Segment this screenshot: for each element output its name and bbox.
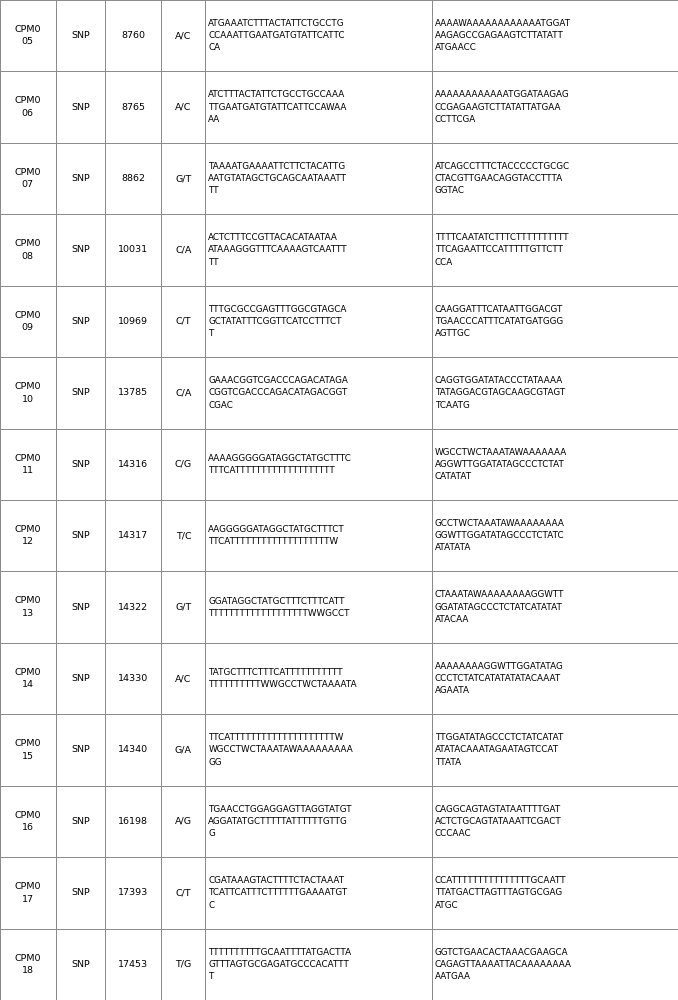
Text: 10969: 10969: [118, 317, 148, 326]
Text: C/A: C/A: [175, 388, 192, 397]
Text: 13785: 13785: [118, 388, 148, 397]
Text: CPM0
07: CPM0 07: [14, 168, 41, 189]
Text: 14330: 14330: [118, 674, 148, 683]
Text: 8760: 8760: [121, 31, 145, 40]
Text: CPM0
18: CPM0 18: [14, 954, 41, 975]
Text: SNP: SNP: [71, 388, 89, 397]
Text: 17453: 17453: [118, 960, 148, 969]
Text: CAGGTGGATATACCCTATAAAA
TATAGGACGTAGCAAGCGTAGT
TCAATG: CAGGTGGATATACCCTATAAAA TATAGGACGTAGCAAGC…: [435, 376, 565, 410]
Text: AAAAWAAAAAAAAAAAATGGAT
AAGAGCCGAGAAGTCTTATATT
ATGAACC: AAAAWAAAAAAAAAAAATGGAT AAGAGCCGAGAAGTCTT…: [435, 19, 571, 52]
Text: SNP: SNP: [71, 245, 89, 254]
Text: SNP: SNP: [71, 103, 89, 112]
Text: SNP: SNP: [71, 674, 89, 683]
Text: AAAAGGGGGATAGGCTATGCTTTC
TTTCATTTTTTTTTTTTTTTTTTT: AAAAGGGGGATAGGCTATGCTTTC TTTCATTTTTTTTTT…: [208, 454, 353, 475]
Text: TAAAATGAAAATTCTTCTACATTG
AATGTATAGCTGCAGCAATAAATT
TT: TAAAATGAAAATTCTTCTACATTG AATGTATAGCTGCAG…: [208, 162, 347, 195]
Text: SNP: SNP: [71, 746, 89, 755]
Text: SNP: SNP: [71, 531, 89, 540]
Text: WGCCTWCTAAATAWAAAAAAA
AGGWTTGGATATAGCCCTCTAT
CATATAT: WGCCTWCTAAATAWAAAAAAA AGGWTTGGATATAGCCCT…: [435, 448, 567, 481]
Text: TTTTTTTTTTGCAATTTTATGACTTA
GTTTAGTGCGAGATGCCCACATTT
T: TTTTTTTTTTGCAATTTTATGACTTA GTTTAGTGCGAGA…: [208, 948, 352, 981]
Text: ATCTTTACTATTCTGCCTGCCAAA
TTGAATGATGTATTCATTCCAWAA
AA: ATCTTTACTATTCTGCCTGCCAAA TTGAATGATGTATTC…: [208, 90, 347, 124]
Text: AAAAAAAAAAAATGGATAAGAG
CCGAGAAGTCTTATATTATGAA
CCTTCGA: AAAAAAAAAAAATGGATAAGAG CCGAGAAGTCTTATATT…: [435, 90, 570, 124]
Text: 8765: 8765: [121, 103, 145, 112]
Text: GGTCTGAACACTAAACGAAGCA
CAGAGTTAAAATTACAAAAAAAA
AATGAA: GGTCTGAACACTAAACGAAGCA CAGAGTTAAAATTACAA…: [435, 948, 572, 981]
Text: CAAGGATTTCATAATTGGACGT
TGAACCCATTTCATATGATGGG
AGTTGC: CAAGGATTTCATAATTGGACGT TGAACCCATTTCATATG…: [435, 305, 563, 338]
Text: CPM0
15: CPM0 15: [14, 739, 41, 761]
Text: C/A: C/A: [175, 245, 192, 254]
Text: SNP: SNP: [71, 174, 89, 183]
Text: CGATAAAGTACTTTTCTACTAAAT
TCATTCATTTCTTTTTTGAAAATGT
C: CGATAAAGTACTTTTCTACTAAAT TCATTCATTTCTTTT…: [208, 876, 348, 910]
Text: 14317: 14317: [118, 531, 148, 540]
Text: CPM0
06: CPM0 06: [14, 96, 41, 118]
Text: 10031: 10031: [118, 245, 148, 254]
Text: 14322: 14322: [118, 603, 148, 612]
Text: TGAACCTGGAGGAGTTAGGTATGT
AGGATATGCTTTTTATTTTTTGTTG
G: TGAACCTGGAGGAGTTAGGTATGT AGGATATGCTTTTTA…: [208, 805, 352, 838]
Text: CPM0
14: CPM0 14: [14, 668, 41, 689]
Text: A/C: A/C: [175, 103, 192, 112]
Text: TTTGCGCCGAGTTTGGCGTAGCA
GCTATATTTCGGTTCATCCTTTCT
T: TTTGCGCCGAGTTTGGCGTAGCA GCTATATTTCGGTTCA…: [208, 305, 347, 338]
Text: SNP: SNP: [71, 603, 89, 612]
Text: TTTTCAATATCTTTCTTTTTTTTTT
TTCAGAATTCCATTTTTGTTCTT
CCA: TTTTCAATATCTTTCTTTTTTTTTT TTCAGAATTCCATT…: [435, 233, 569, 267]
Text: ACTCTTTCCGTTACACATAATAA
ATAAAGGGTTTCAAAAGTCAATTT
TT: ACTCTTTCCGTTACACATAATAA ATAAAGGGTTTCAAAA…: [208, 233, 348, 267]
Text: CPM0
09: CPM0 09: [14, 311, 41, 332]
Text: TATGCTTTCTTTCATTTTTTTTTTT
TTTTTTTTTTWWGCCTWCTAAAATA: TATGCTTTCTTTCATTTTTTTTTTT TTTTTTTTTTWWGC…: [208, 668, 357, 689]
Text: TTGGATATAGCCCTCTATCATAT
ATATACAAATAGAATAGTCCAT
TTATA: TTGGATATAGCCCTCTATCATAT ATATACAAATAGAATA…: [435, 733, 563, 767]
Text: A/C: A/C: [175, 674, 192, 683]
Text: CCATTTTTTTTTTTTTTTGCAATT
TTATGACTTAGTTTAGTGCGAG
ATGC: CCATTTTTTTTTTTTTTTGCAATT TTATGACTTAGTTTA…: [435, 876, 567, 910]
Text: CPM0
05: CPM0 05: [14, 25, 41, 46]
Text: ATCAGCCTTTCTACCCCCTGCGC
CTACGTTGAACAGGTACCTTTA
GGTAC: ATCAGCCTTTCTACCCCCTGCGC CTACGTTGAACAGGTA…: [435, 162, 570, 195]
Text: AAGGGGGATAGGCTATGCTTTCT
TTCATTTTTTTTTTTTTTTTTTTW: AAGGGGGATAGGCTATGCTTTCT TTCATTTTTTTTTTTT…: [208, 525, 345, 546]
Text: 17393: 17393: [118, 888, 148, 897]
Text: 8862: 8862: [121, 174, 145, 183]
Text: CPM0
13: CPM0 13: [14, 596, 41, 618]
Text: T/G: T/G: [176, 960, 191, 969]
Text: G/A: G/A: [175, 746, 192, 755]
Text: CPM0
10: CPM0 10: [14, 382, 41, 404]
Text: 14340: 14340: [118, 746, 148, 755]
Text: G/T: G/T: [176, 174, 191, 183]
Text: SNP: SNP: [71, 960, 89, 969]
Text: CAGGCAGTAGTATAATTTTGAT
ACTCTGCAGTATAAATTCGACT
CCCAAC: CAGGCAGTAGTATAATTTTGAT ACTCTGCAGTATAAATT…: [435, 805, 561, 838]
Text: C/G: C/G: [175, 460, 192, 469]
Text: ATGAAATCTTTACTATTCTGCCTG
CCAAATTGAATGATGTATTCATTC
CA: ATGAAATCTTTACTATTCTGCCTG CCAAATTGAATGATG…: [208, 19, 345, 52]
Text: CPM0
11: CPM0 11: [14, 454, 41, 475]
Text: CPM0
08: CPM0 08: [14, 239, 41, 261]
Text: CPM0
16: CPM0 16: [14, 811, 41, 832]
Text: 14316: 14316: [118, 460, 148, 469]
Text: SNP: SNP: [71, 460, 89, 469]
Text: GGATAGGCTATGCTTTCTTTCATT
TTTTTTTTTTTTTTTTTTTWWGCCT: GGATAGGCTATGCTTTCTTTCATT TTTTTTTTTTTTTTT…: [208, 597, 350, 618]
Text: T/C: T/C: [176, 531, 191, 540]
Text: C/T: C/T: [176, 888, 191, 897]
Text: SNP: SNP: [71, 31, 89, 40]
Text: SNP: SNP: [71, 817, 89, 826]
Text: SNP: SNP: [71, 317, 89, 326]
Text: A/C: A/C: [175, 31, 192, 40]
Text: AAAAAAAAGGWTTGGATATAG
CCCTCTATCATATATATACAAAT
AGAATA: AAAAAAAAGGWTTGGATATAG CCCTCTATCATATATATA…: [435, 662, 563, 695]
Text: 16198: 16198: [118, 817, 148, 826]
Text: A/G: A/G: [175, 817, 192, 826]
Text: SNP: SNP: [71, 888, 89, 897]
Text: C/T: C/T: [176, 317, 191, 326]
Text: GCCTWCTAAATAWAAAAAAAA
GGWTTGGATATAGCCCTCTATC
ATATATA: GCCTWCTAAATAWAAAAAAAA GGWTTGGATATAGCCCTC…: [435, 519, 565, 552]
Text: CPM0
12: CPM0 12: [14, 525, 41, 546]
Text: CPM0
17: CPM0 17: [14, 882, 41, 904]
Text: GAAACGGTCGACCCAGACATAGA
CGGTCGACCCAGACATAGACGGT
CGAC: GAAACGGTCGACCCAGACATAGA CGGTCGACCCAGACAT…: [208, 376, 348, 410]
Text: G/T: G/T: [176, 603, 191, 612]
Text: TTCATTTTTTTTTTTTTTTTTTTTW
WGCCTWCTAAATAWAAAAAAAAA
GG: TTCATTTTTTTTTTTTTTTTTTTTW WGCCTWCTAAATAW…: [208, 733, 353, 767]
Text: CTAAATAWAAAAAAAAGGWTT
GGATATAGCCCTCTATCATATAT
ATACAA: CTAAATAWAAAAAAAAGGWTT GGATATAGCCCTCTATCA…: [435, 590, 564, 624]
